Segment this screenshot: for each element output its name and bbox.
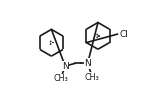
- Text: CH₃: CH₃: [85, 73, 100, 82]
- Text: N: N: [62, 62, 69, 71]
- Text: Cl: Cl: [119, 30, 128, 39]
- Text: N: N: [84, 59, 91, 68]
- Text: CH₃: CH₃: [53, 74, 68, 83]
